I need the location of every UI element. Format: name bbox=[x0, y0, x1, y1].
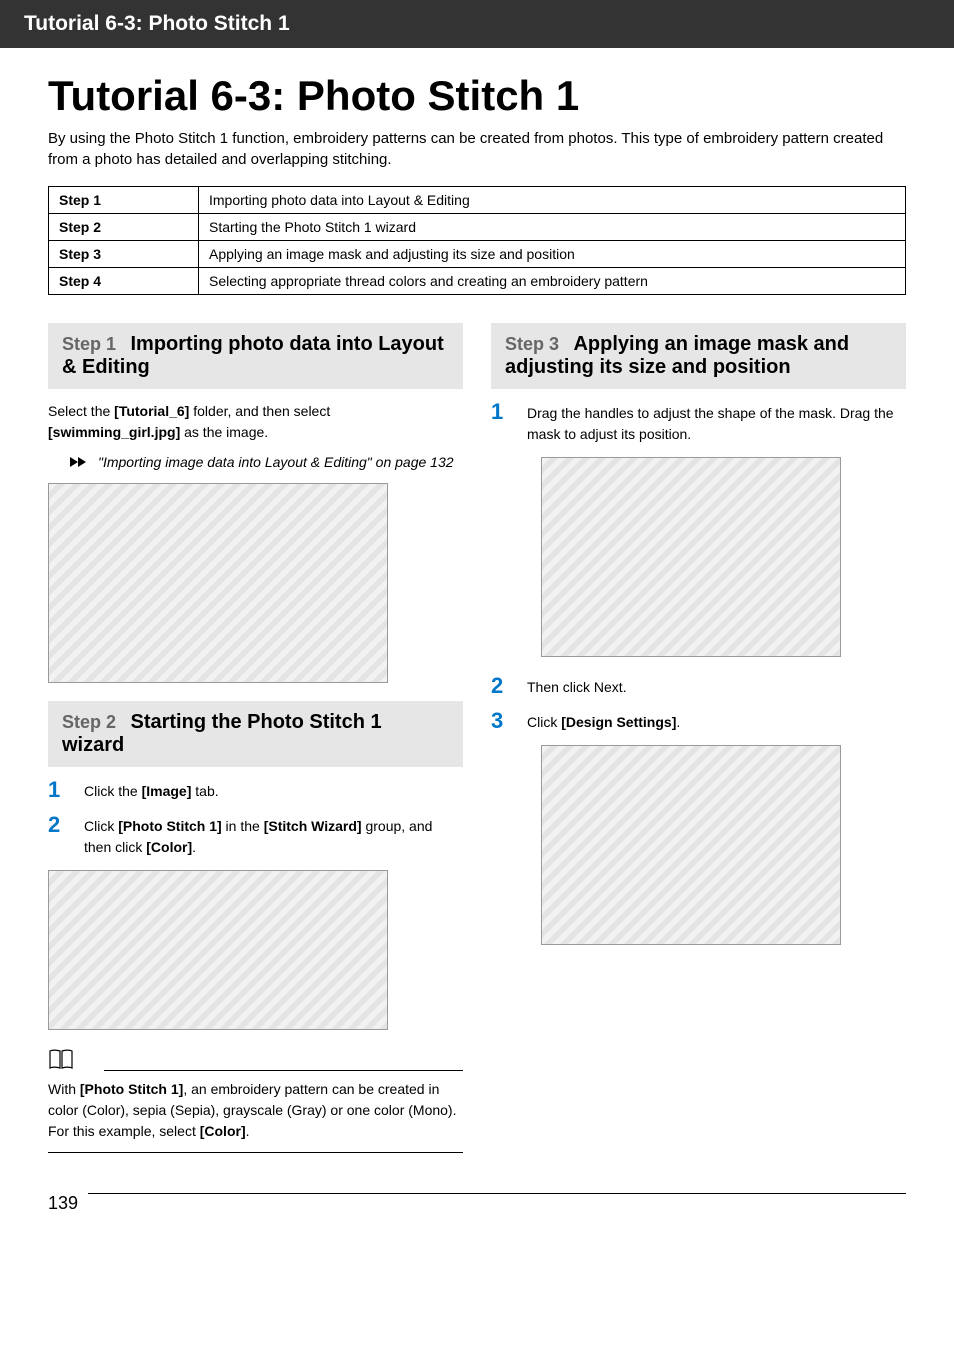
page-content: Tutorial 6-3: Photo Stitch 1 By using th… bbox=[0, 48, 954, 1193]
step-number: 2 bbox=[48, 814, 84, 836]
footer: 139 bbox=[0, 1193, 954, 1223]
step-text: Click the [Image] tab. bbox=[84, 779, 219, 802]
text: . bbox=[676, 714, 680, 730]
header-title: Tutorial 6-3: Photo Stitch 1 bbox=[24, 12, 290, 35]
book-icon bbox=[48, 1048, 74, 1077]
header-bar: Tutorial 6-3: Photo Stitch 1 bbox=[0, 0, 954, 48]
step-number: 1 bbox=[491, 401, 527, 423]
step-text: Then click Next. bbox=[527, 675, 627, 698]
note-text: With [Photo Stitch 1], an embroidery pat… bbox=[48, 1079, 463, 1142]
table-row: Step 1 Importing photo data into Layout … bbox=[49, 187, 906, 214]
step-desc-cell: Selecting appropriate thread colors and … bbox=[199, 268, 906, 295]
bold-text: [swimming_girl.jpg] bbox=[48, 424, 180, 440]
step3-label: Step 3 bbox=[505, 334, 559, 354]
step-desc-cell: Applying an image mask and adjusting its… bbox=[199, 241, 906, 268]
step-text: Click [Design Settings]. bbox=[527, 710, 680, 733]
numbered-step: 2 Click [Photo Stitch 1] in the [Stitch … bbox=[48, 814, 463, 858]
text: With bbox=[48, 1081, 80, 1097]
screenshot-select-mask bbox=[541, 457, 841, 657]
table-row: Step 3 Applying an image mask and adjust… bbox=[49, 241, 906, 268]
step3-heading: Step 3 Applying an image mask and adjust… bbox=[491, 323, 906, 389]
step-desc-cell: Importing photo data into Layout & Editi… bbox=[199, 187, 906, 214]
bold-text: [Photo Stitch 1] bbox=[80, 1081, 183, 1097]
step1-label: Step 1 bbox=[62, 334, 116, 354]
numbered-step: 1 Click the [Image] tab. bbox=[48, 779, 463, 802]
table-row: Step 2 Starting the Photo Stitch 1 wizar… bbox=[49, 214, 906, 241]
text: folder, and then select bbox=[189, 403, 330, 419]
numbered-step: 3 Click [Design Settings]. bbox=[491, 710, 906, 733]
text: tab. bbox=[191, 783, 218, 799]
screenshot-check-mask bbox=[541, 745, 841, 945]
step1-body: Select the [Tutorial_6] folder, and then… bbox=[48, 401, 463, 443]
step1-title: Importing photo data into Layout & Editi… bbox=[62, 333, 444, 378]
bold-text: [Photo Stitch 1] bbox=[118, 818, 221, 834]
table-row: Step 4 Selecting appropriate thread colo… bbox=[49, 268, 906, 295]
step2-label: Step 2 bbox=[62, 712, 116, 732]
cross-reference: "Importing image data into Layout & Edit… bbox=[98, 453, 463, 473]
steps-overview-table: Step 1 Importing photo data into Layout … bbox=[48, 186, 906, 295]
step-label-cell: Step 1 bbox=[49, 187, 199, 214]
bold-text: [Tutorial_6] bbox=[114, 403, 189, 419]
page-number: 139 bbox=[48, 1193, 78, 1214]
main-title: Tutorial 6-3: Photo Stitch 1 bbox=[48, 72, 906, 120]
text: Click bbox=[527, 714, 561, 730]
bold-text: [Image] bbox=[142, 783, 192, 799]
screenshot-open-dialog bbox=[48, 483, 388, 683]
bold-text: [Color] bbox=[146, 839, 192, 855]
footer-rule bbox=[88, 1193, 906, 1194]
step-number: 2 bbox=[491, 675, 527, 697]
bold-text: [Color] bbox=[200, 1123, 246, 1139]
screenshot-ribbon bbox=[48, 870, 388, 1030]
step-label-cell: Step 4 bbox=[49, 268, 199, 295]
intro-text: By using the Photo Stitch 1 function, em… bbox=[48, 128, 906, 170]
step-text: Click [Photo Stitch 1] in the [Stitch Wi… bbox=[84, 814, 463, 858]
step-text: Drag the handles to adjust the shape of … bbox=[527, 401, 906, 445]
step-number: 1 bbox=[48, 779, 84, 801]
note-block: With [Photo Stitch 1], an embroidery pat… bbox=[48, 1048, 463, 1153]
step1-heading: Step 1 Importing photo data into Layout … bbox=[48, 323, 463, 389]
right-column: Step 3 Applying an image mask and adjust… bbox=[491, 323, 906, 1153]
left-column: Step 1 Importing photo data into Layout … bbox=[48, 323, 463, 1153]
numbered-step: 2 Then click Next. bbox=[491, 675, 906, 698]
numbered-step: 1 Drag the handles to adjust the shape o… bbox=[491, 401, 906, 445]
two-column-layout: Step 1 Importing photo data into Layout … bbox=[48, 323, 906, 1153]
text: Click the bbox=[84, 783, 142, 799]
step-label-cell: Step 2 bbox=[49, 214, 199, 241]
text: Select the bbox=[48, 403, 114, 419]
text: in the bbox=[222, 818, 264, 834]
text: as the image. bbox=[180, 424, 268, 440]
bold-text: [Stitch Wizard] bbox=[264, 818, 362, 834]
step-desc-cell: Starting the Photo Stitch 1 wizard bbox=[199, 214, 906, 241]
step2-heading: Step 2 Starting the Photo Stitch 1 wizar… bbox=[48, 701, 463, 767]
text: Click bbox=[84, 818, 118, 834]
step-label-cell: Step 3 bbox=[49, 241, 199, 268]
step-number: 3 bbox=[491, 710, 527, 732]
text: . bbox=[192, 839, 196, 855]
ref-text: "Importing image data into Layout & Edit… bbox=[98, 454, 454, 470]
bold-text: [Design Settings] bbox=[561, 714, 676, 730]
text: . bbox=[246, 1123, 250, 1139]
